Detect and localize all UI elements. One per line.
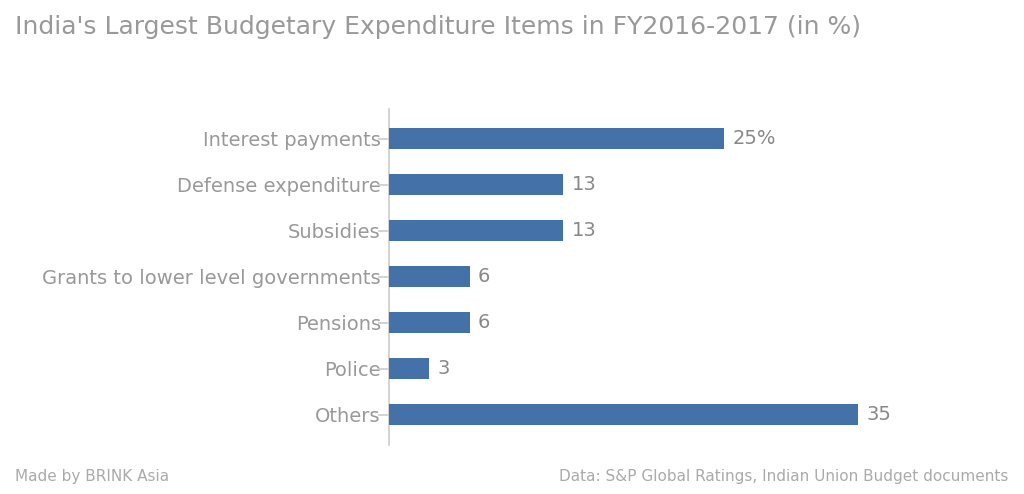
Text: 3: 3: [437, 359, 450, 378]
Text: 35: 35: [866, 405, 891, 424]
Bar: [389, 220, 563, 241]
Text: 13: 13: [571, 221, 596, 240]
Text: Data: S&P Global Ratings, Indian Union Budget documents: Data: S&P Global Ratings, Indian Union B…: [559, 469, 1009, 484]
Text: 13: 13: [571, 175, 596, 194]
Bar: [389, 174, 563, 195]
Bar: [389, 358, 429, 379]
Bar: [389, 404, 858, 425]
Text: Made by BRINK Asia: Made by BRINK Asia: [15, 469, 170, 484]
Bar: [389, 128, 724, 149]
Text: 6: 6: [477, 313, 490, 332]
Text: 6: 6: [477, 267, 490, 286]
Bar: [389, 266, 470, 287]
Text: 25%: 25%: [732, 129, 776, 148]
Text: India's Largest Budgetary Expenditure Items in FY2016-2017 (in %): India's Largest Budgetary Expenditure It…: [15, 15, 861, 39]
Bar: [389, 312, 470, 333]
